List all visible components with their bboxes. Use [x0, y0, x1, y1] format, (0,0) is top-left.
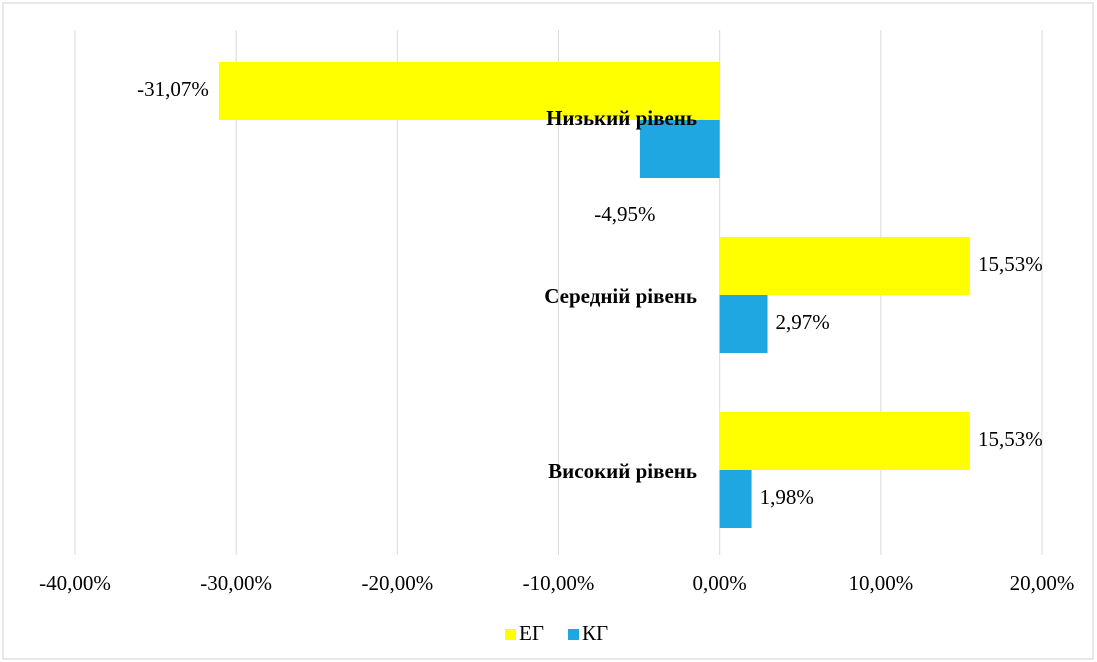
- x-tick-label: 0,00%: [693, 571, 747, 595]
- bar: [719, 470, 752, 528]
- legend-swatch: [505, 629, 516, 640]
- bar: [719, 295, 768, 353]
- bar: [639, 120, 720, 178]
- category-label: Високий рівень: [548, 459, 697, 483]
- category-label: Низький рівень: [546, 106, 697, 130]
- legend-label: ЕГ: [519, 621, 544, 645]
- x-tick-label: 20,00%: [1010, 571, 1075, 595]
- data-label: 1,98%: [760, 485, 814, 509]
- x-tick-label: -10,00%: [523, 571, 595, 595]
- bar: [719, 237, 970, 295]
- data-label: 15,53%: [978, 252, 1043, 276]
- x-tick-label: -30,00%: [200, 571, 272, 595]
- data-label: 15,53%: [978, 427, 1043, 451]
- legend-label: КГ: [582, 621, 608, 645]
- legend-swatch: [568, 629, 579, 640]
- bar: [719, 412, 970, 470]
- data-label: -31,07%: [137, 77, 209, 101]
- x-tick-label: -40,00%: [39, 571, 111, 595]
- x-tick-label: -20,00%: [361, 571, 433, 595]
- x-tick-label: 10,00%: [848, 571, 913, 595]
- data-label: -4,95%: [594, 202, 655, 226]
- bar: [218, 62, 720, 120]
- category-label: Середній рівень: [544, 284, 697, 308]
- data-label: 2,97%: [776, 310, 830, 334]
